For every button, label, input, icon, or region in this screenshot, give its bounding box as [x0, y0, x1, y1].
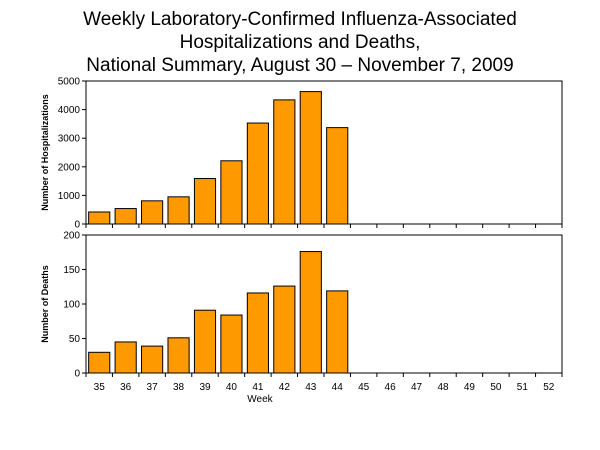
deaths-y-tick-label: 200	[63, 231, 80, 242]
x-tick-label-52: 52	[543, 382, 555, 393]
x-tick-label-36: 36	[120, 382, 132, 393]
deaths-y-tick-label: 50	[69, 334, 81, 345]
x-tick-label-45: 45	[358, 382, 370, 393]
hosp-bar-week-43	[299, 91, 322, 225]
hosp-bar-week-40	[220, 160, 243, 225]
chart-title-line-2: Hospitalizations and Deaths,	[179, 32, 421, 53]
hosp-bar-week-39	[193, 178, 217, 225]
x-axis-label: Week	[247, 394, 273, 405]
deaths-bar-week-38	[167, 337, 190, 374]
hosp-y-tick-label: 1000	[58, 191, 81, 202]
x-tick-label-49: 49	[464, 382, 476, 393]
deaths-bar-week-39	[193, 309, 217, 374]
deaths-bar-week-44	[326, 290, 349, 374]
deaths-bar-week-43	[299, 251, 322, 374]
hosp-bar-week-37	[141, 200, 164, 225]
hosp-bar-week-36	[114, 208, 137, 225]
hosp-y-tick-label: 5000	[58, 77, 81, 88]
hosp-bar-week-42	[273, 99, 296, 225]
deaths-y-axis-label: Number of Deaths	[40, 265, 50, 343]
chart-title-line-1: Weekly Laboratory-Confirmed Influenza-As…	[83, 9, 517, 30]
hosp-y-tick-label: 0	[74, 220, 80, 231]
hosp-y-tick-label: 3000	[58, 134, 81, 145]
x-tick-label-37: 37	[147, 382, 159, 393]
x-tick-label-48: 48	[437, 382, 449, 393]
hosp-y-tick-label: 2000	[58, 162, 81, 173]
hosp-bar-week-44	[326, 127, 349, 225]
deaths-bar-week-40	[220, 314, 243, 374]
deaths-y-tick-label: 0	[74, 369, 80, 380]
deaths-bar-week-41	[246, 292, 269, 374]
x-tick-label-47: 47	[411, 382, 423, 393]
hosp-bar-week-41	[246, 122, 269, 225]
x-tick-label-46: 46	[385, 382, 397, 393]
deaths-bar-week-36	[114, 341, 137, 374]
deaths-bar-week-42	[273, 285, 296, 374]
chart-title-line-3: National Summary, August 30 – November 7…	[86, 55, 514, 76]
deaths-bar-week-35	[88, 351, 111, 374]
hosp-y-axis-label: Number of Hospitalizations	[40, 94, 50, 211]
x-tick-label-43: 43	[305, 382, 317, 393]
x-tick-label-50: 50	[490, 382, 502, 393]
hosp-y-tick-label: 4000	[58, 105, 81, 116]
deaths-y-tick-label: 150	[63, 265, 80, 276]
x-tick-label-42: 42	[279, 382, 291, 393]
x-tick-label-41: 41	[252, 382, 264, 393]
hosp-bar-week-38	[167, 196, 190, 225]
x-tick-label-38: 38	[173, 382, 185, 393]
hosp-bar-week-35	[88, 211, 111, 225]
deaths-y-tick-label: 100	[63, 300, 80, 311]
x-tick-label-40: 40	[226, 382, 238, 393]
x-tick-label-39: 39	[199, 382, 211, 393]
x-tick-label-35: 35	[94, 382, 106, 393]
x-tick-label-51: 51	[517, 382, 529, 393]
x-tick-label-44: 44	[332, 382, 344, 393]
deaths-bar-week-37	[141, 345, 164, 374]
